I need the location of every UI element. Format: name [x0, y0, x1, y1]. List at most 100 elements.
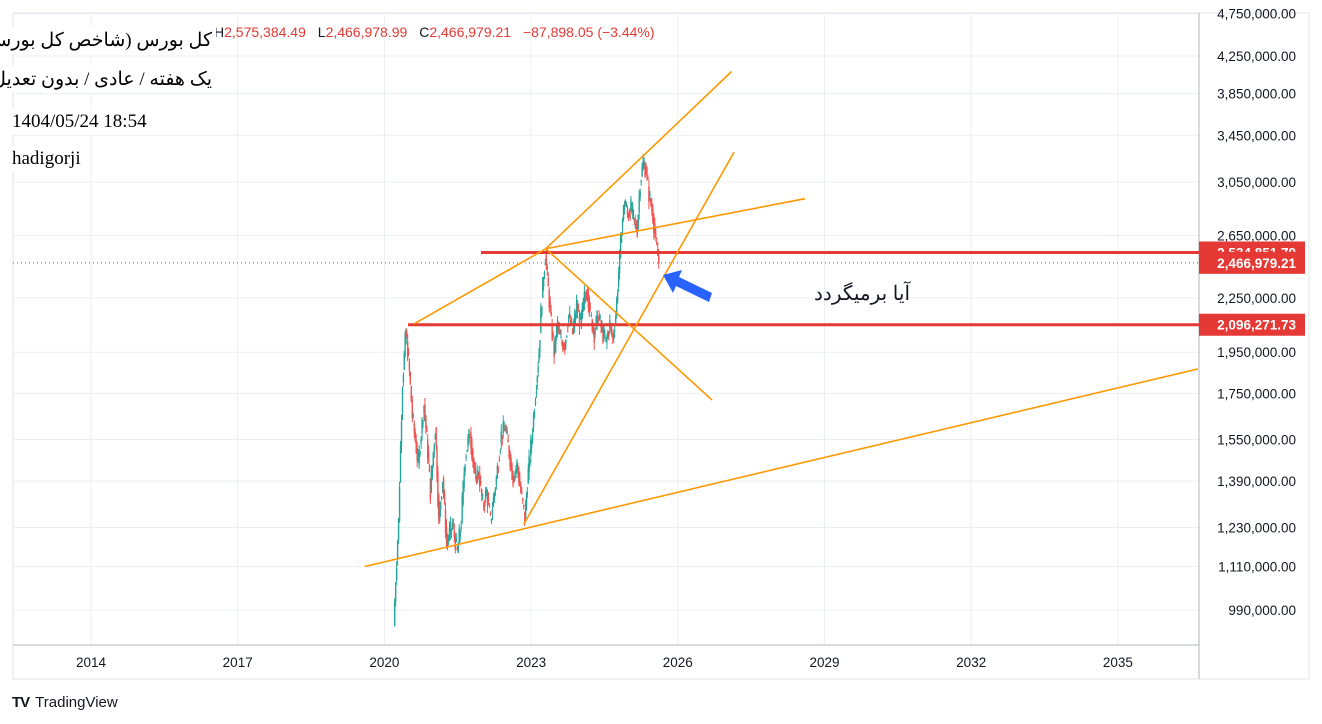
candle-body	[416, 447, 418, 461]
y-tick-label: 1,950,000.00	[1217, 345, 1296, 360]
candle-body	[595, 317, 597, 329]
ohlc-close-key: C	[419, 24, 430, 40]
candle-body	[409, 372, 412, 384]
candle-body	[538, 354, 540, 363]
candle-body	[566, 335, 568, 337]
x-tick-label: 2020	[369, 655, 399, 670]
candle-body	[412, 414, 414, 416]
candle-body	[442, 478, 445, 495]
candle-body	[602, 331, 604, 342]
candle-body	[627, 214, 630, 219]
candle-body	[632, 210, 635, 215]
candle-body	[479, 472, 481, 488]
candle-body	[645, 167, 647, 175]
candle-body	[575, 301, 578, 313]
candle-body	[530, 441, 533, 448]
candle-body	[637, 215, 639, 229]
candle-body	[614, 330, 616, 332]
candle-body	[458, 528, 460, 545]
price-axis[interactable]: 4,750,000.00 4,250,000.00 3,850,000.00 3,45…	[1217, 7, 1296, 618]
candle-body	[481, 489, 483, 497]
candle-body	[599, 315, 601, 320]
candle-body	[558, 328, 560, 330]
candle-body	[574, 315, 577, 320]
candle-body	[537, 367, 539, 373]
annotation-arrow	[663, 270, 712, 302]
candle-body	[603, 328, 605, 335]
candle-body	[552, 333, 554, 338]
candle-body	[639, 191, 641, 197]
candle-body	[402, 375, 405, 383]
candle-body	[399, 444, 402, 482]
candle-body	[504, 429, 506, 432]
candle-body	[447, 538, 450, 541]
candle-body	[592, 324, 594, 331]
candle-body	[421, 419, 423, 434]
time-axis[interactable]: 2014 2017 2020 2023 2026 2029 2032 2035	[76, 655, 1133, 670]
candle-body	[643, 163, 645, 165]
candle-body	[631, 207, 633, 212]
candle-body	[542, 280, 545, 287]
candle-body	[576, 306, 579, 313]
trendline-steep-support	[523, 151, 735, 525]
candle-body	[505, 427, 507, 431]
candle-body	[549, 300, 551, 308]
candle-body	[395, 567, 398, 581]
candle-body	[536, 377, 538, 383]
candle-body	[469, 437, 471, 439]
candle-body	[544, 262, 547, 266]
candle-body	[621, 219, 624, 229]
candle-body	[626, 210, 629, 214]
candle-body	[594, 331, 596, 334]
candle-body	[400, 421, 403, 446]
candle-body	[478, 474, 480, 478]
candle-body	[614, 316, 617, 323]
tradingview-logo[interactable]: TV TradingView	[12, 694, 118, 711]
candle-body	[430, 472, 433, 493]
candle-body	[648, 186, 650, 203]
candle-body	[601, 326, 603, 328]
candle-body	[476, 476, 478, 484]
candle-body	[572, 323, 575, 334]
candle-body	[473, 459, 475, 469]
candle-body	[398, 486, 401, 522]
horizontal-levels	[13, 251, 1199, 327]
candle-body	[524, 511, 526, 523]
candle-body	[423, 405, 425, 414]
candle-body	[625, 205, 628, 207]
candle-body	[617, 273, 620, 287]
trendline-lower-channel	[364, 368, 1198, 568]
grid	[13, 13, 1199, 645]
y-tick-label: 1,390,000.00	[1217, 474, 1296, 489]
candle-body	[515, 468, 517, 472]
candle-body	[622, 205, 625, 220]
candle-body	[452, 524, 455, 526]
candle-body	[522, 498, 524, 501]
candle-body	[401, 389, 404, 413]
candle-body	[653, 214, 655, 234]
candle-body	[555, 341, 557, 345]
candle-body	[540, 308, 542, 334]
candle-body	[524, 502, 527, 519]
y-tick-label: 1,750,000.00	[1217, 386, 1296, 401]
ohlc-change: −87,898.05 (−3.44%)	[522, 24, 655, 40]
candle-body	[564, 344, 566, 351]
candle-body	[501, 434, 503, 440]
candle-body	[655, 233, 657, 235]
candle-body	[424, 404, 426, 417]
candle-body	[521, 492, 523, 494]
candle-body	[467, 437, 469, 447]
candle-body	[436, 448, 438, 480]
candle-body	[485, 489, 488, 496]
last-price-tag-bg	[1199, 251, 1305, 274]
candle-body	[559, 333, 561, 335]
chart-frame	[12, 12, 1310, 680]
candle-body	[527, 469, 529, 484]
candle-body	[453, 529, 456, 537]
candle-body	[570, 320, 573, 325]
candle-body	[449, 521, 452, 534]
candle-body	[607, 331, 609, 338]
candle-body	[597, 319, 599, 324]
candle-body	[403, 352, 405, 370]
